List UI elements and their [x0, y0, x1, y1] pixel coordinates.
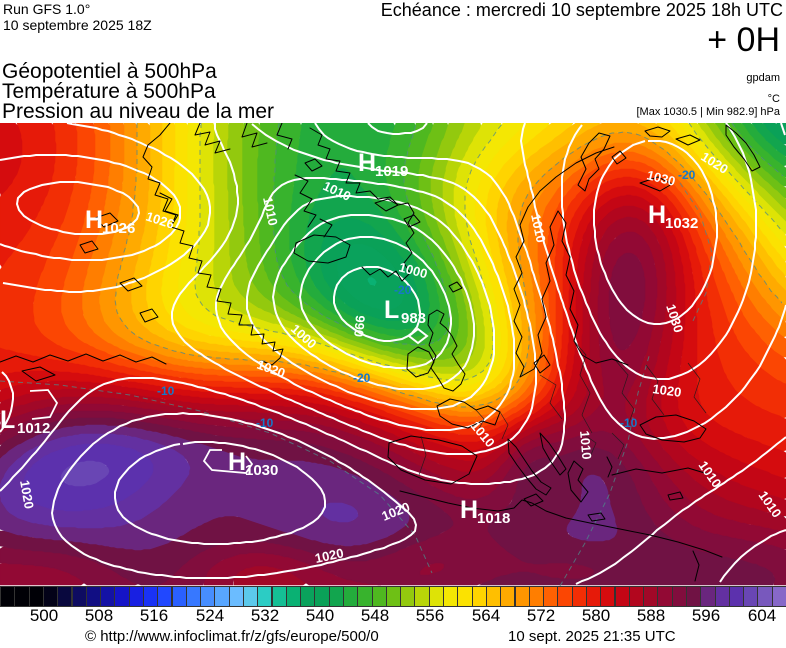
svg-text:L: L: [0, 406, 15, 434]
svg-text:H: H: [648, 201, 666, 229]
svg-text:1010: 1010: [577, 430, 594, 460]
svg-text:-10: -10: [157, 384, 175, 398]
svg-text:1012: 1012: [17, 420, 50, 437]
svg-text:H: H: [358, 149, 376, 177]
svg-text:1010: 1010: [528, 213, 549, 244]
svg-text:-10: -10: [620, 416, 638, 430]
svg-text:-10: -10: [256, 416, 274, 430]
svg-text:1020: 1020: [17, 479, 37, 510]
svg-text:1018: 1018: [477, 510, 510, 527]
svg-text:1010: 1010: [260, 196, 281, 227]
svg-text:H: H: [85, 206, 103, 234]
svg-text:H: H: [228, 448, 246, 476]
svg-text:983: 983: [401, 310, 426, 327]
svg-text:1026: 1026: [102, 220, 135, 237]
svg-text:H: H: [460, 496, 478, 524]
svg-text:1019: 1019: [375, 163, 408, 180]
svg-text:-20: -20: [353, 371, 371, 385]
svg-text:-20: -20: [394, 283, 412, 297]
svg-text:1030: 1030: [245, 462, 278, 479]
svg-text:1000: 1000: [397, 259, 429, 281]
svg-text:990: 990: [351, 315, 368, 338]
svg-text:1030: 1030: [645, 167, 677, 189]
svg-text:1020: 1020: [652, 381, 683, 400]
svg-text:L: L: [384, 296, 399, 324]
svg-text:-20: -20: [678, 168, 696, 182]
svg-text:1020: 1020: [314, 545, 345, 566]
svg-text:1032: 1032: [665, 215, 698, 232]
